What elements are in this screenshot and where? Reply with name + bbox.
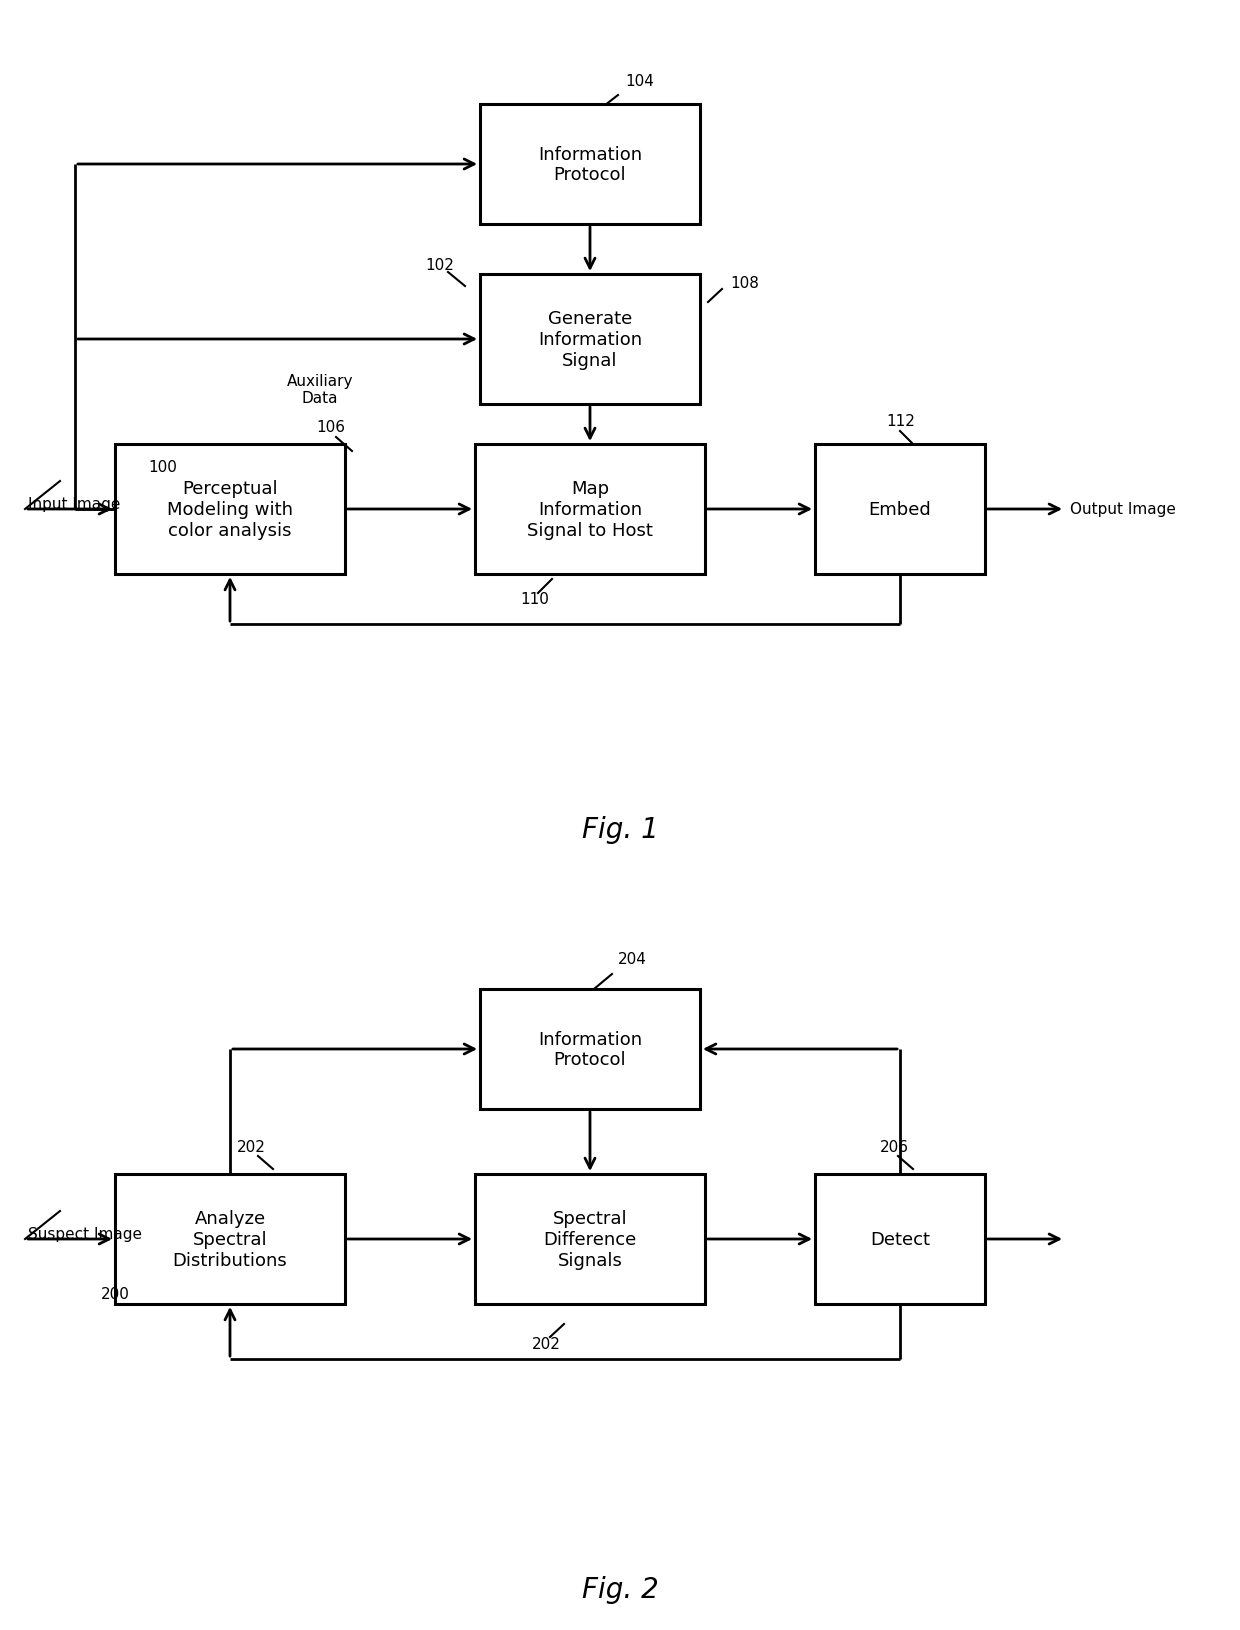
Text: 204: 204 [618,952,647,967]
Bar [815,445,985,575]
Bar [115,1174,345,1304]
Text: Detect: Detect [870,1231,930,1249]
Text: 202: 202 [532,1337,560,1351]
Text: 112: 112 [887,414,915,429]
Text: Output Image: Output Image [1070,502,1176,517]
Text: Input Image: Input Image [29,497,120,512]
Text: 202: 202 [237,1139,265,1154]
Text: Spectral
Difference
Signals: Spectral Difference Signals [543,1209,636,1270]
Text: Perceptual
Modeling with
color analysis: Perceptual Modeling with color analysis [167,479,293,540]
Text: 102: 102 [425,258,454,274]
Bar [480,104,701,225]
Text: Suspect Image: Suspect Image [29,1227,143,1242]
Bar [815,1174,985,1304]
Bar [475,1174,706,1304]
Text: 104: 104 [625,75,653,90]
Text: Information
Protocol: Information Protocol [538,1030,642,1069]
Text: 200: 200 [100,1286,129,1302]
Bar [475,445,706,575]
Text: 110: 110 [520,592,549,606]
Text: 108: 108 [730,275,759,290]
Text: 106: 106 [316,421,345,435]
Bar [480,275,701,404]
Text: Information
Protocol: Information Protocol [538,145,642,184]
Text: Map
Information
Signal to Host: Map Information Signal to Host [527,479,653,540]
Bar [115,445,345,575]
Text: Auxiliary
Data: Auxiliary Data [286,373,353,406]
Bar [480,989,701,1110]
Text: Generate
Information
Signal: Generate Information Signal [538,310,642,370]
Text: Analyze
Spectral
Distributions: Analyze Spectral Distributions [172,1209,288,1270]
Text: 206: 206 [880,1139,909,1154]
Text: Fig. 2: Fig. 2 [582,1575,658,1602]
Text: Fig. 1: Fig. 1 [582,815,658,843]
Text: Embed: Embed [869,500,931,518]
Text: 100: 100 [148,460,177,476]
